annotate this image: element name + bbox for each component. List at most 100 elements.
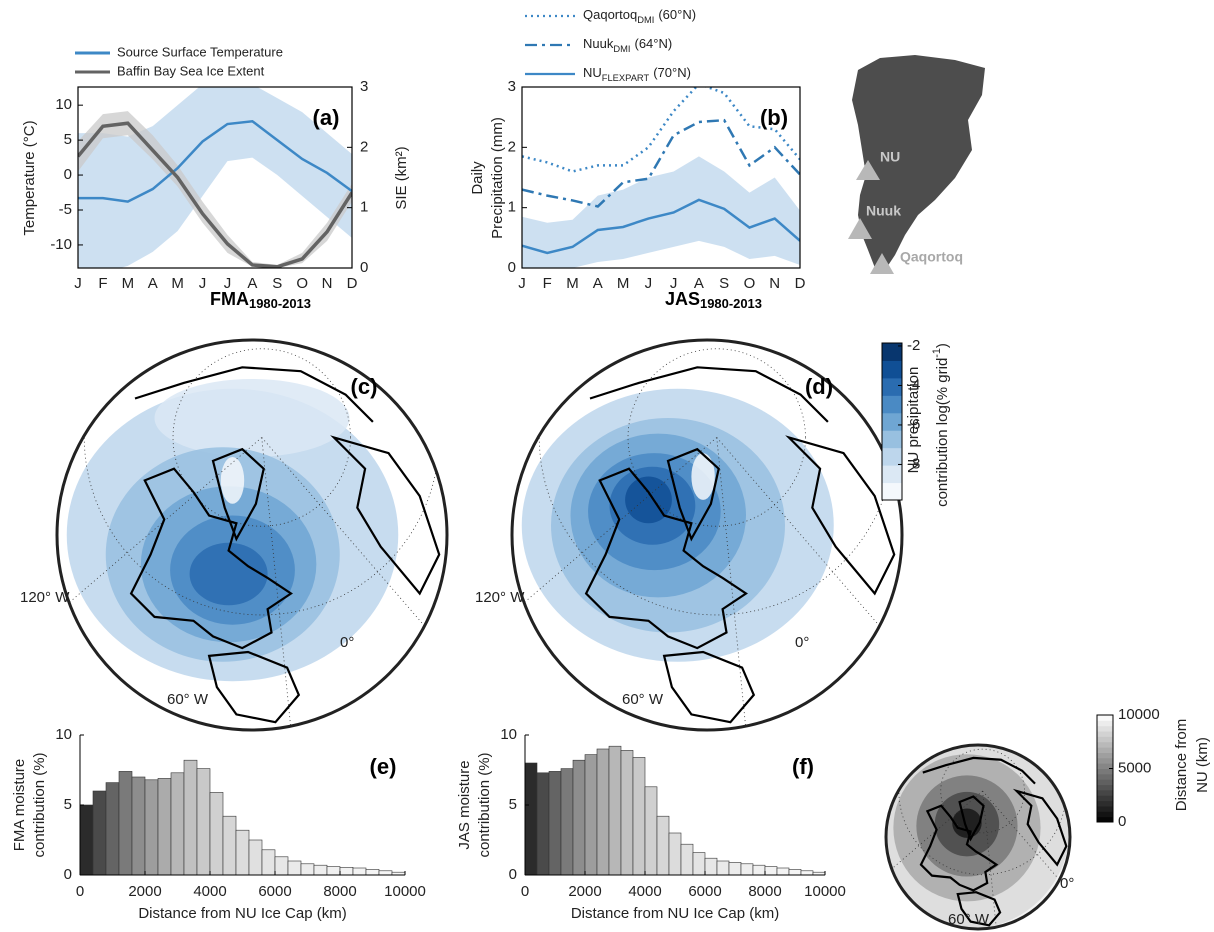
map-shading xyxy=(154,379,350,457)
histogram-bar xyxy=(560,768,574,876)
histogram-bar xyxy=(144,779,159,876)
site-label: Nuuk xyxy=(866,203,901,219)
histogram-bar xyxy=(656,815,670,876)
legend-label-part: (70°N) xyxy=(653,65,691,80)
y2-tick-label: 2 xyxy=(360,138,368,155)
x-tick-label: D xyxy=(795,275,806,292)
y-tick-label: 5 xyxy=(64,796,72,813)
x-tick-label: 2000 xyxy=(128,883,161,900)
x-axis-label: Distance from NU Ice Cap (km) xyxy=(571,905,779,922)
x-tick-label: A xyxy=(694,275,704,292)
x-tick-label: 4000 xyxy=(193,883,226,900)
y-axis-label: Precipitation (mm) xyxy=(489,117,506,239)
histogram-bar xyxy=(339,866,354,876)
lon-label: 60° W xyxy=(167,691,209,708)
colorbar-step xyxy=(882,395,902,414)
colorbar-tick-label: 0 xyxy=(1118,813,1126,830)
map-shading xyxy=(691,453,715,500)
uncertainty-band xyxy=(78,111,352,268)
histogram-bar xyxy=(788,869,802,876)
legend-label: NUFLEXPART (70°N) xyxy=(583,65,691,83)
coastline xyxy=(922,756,1036,785)
y2-tick-label: 0 xyxy=(360,259,368,276)
colorbar-tick-label: -6 xyxy=(907,416,920,433)
colorbar-label: Distance from xyxy=(1173,719,1190,812)
histogram-bar xyxy=(608,745,622,876)
histogram-bar xyxy=(326,866,341,876)
y-axis-label: Daily xyxy=(469,161,486,195)
histogram-bar xyxy=(752,864,766,876)
map-title-part: 1980-2013 xyxy=(700,296,762,311)
coastline xyxy=(919,804,999,892)
colorbar-step xyxy=(1097,773,1113,780)
histogram-bar xyxy=(680,843,694,876)
x-tick-label: 10000 xyxy=(384,883,426,900)
y-axis-label: JAS moisture xyxy=(456,760,473,849)
coastline xyxy=(666,447,720,542)
graticule xyxy=(172,348,351,527)
panel-label: (b) xyxy=(760,105,788,130)
x-tick-label: 8000 xyxy=(748,883,781,900)
histogram-bar xyxy=(313,864,328,876)
graticule xyxy=(57,437,263,614)
map-title: JAS1980-2013 xyxy=(665,289,762,312)
y-tick-label: 5 xyxy=(64,131,72,148)
x-axis-label: Distance from NU Ice Cap (km) xyxy=(138,905,346,922)
greenland-shape xyxy=(852,55,985,270)
x-tick-label: 10000 xyxy=(804,883,846,900)
x-tick-label: M xyxy=(617,275,630,292)
histogram-bar xyxy=(632,757,646,876)
legend-label-part: DMI xyxy=(613,44,630,54)
y-tick-label: 10 xyxy=(55,726,72,743)
y-axis-label: Temperature (°C) xyxy=(21,120,38,235)
histogram-bar xyxy=(692,852,706,876)
x-tick-label: O xyxy=(744,275,756,292)
x-tick-label: 0 xyxy=(521,883,529,900)
x-tick-label: 6000 xyxy=(688,883,721,900)
graticule xyxy=(627,348,806,527)
y-tick-label: 1 xyxy=(508,199,516,216)
legend-label: QaqortoqDMI (60°N) xyxy=(583,7,696,25)
histogram-bar xyxy=(118,771,133,876)
coastline xyxy=(134,366,374,423)
histogram-bar xyxy=(800,870,814,876)
colorbar-step xyxy=(1097,779,1113,786)
lon-label: 60° W xyxy=(948,911,990,928)
x-tick-label: N xyxy=(769,275,780,292)
map-title-part: FMA xyxy=(210,289,249,309)
map-border xyxy=(510,338,904,732)
x-tick-label: M xyxy=(566,275,579,292)
colorbar-step xyxy=(1097,736,1113,743)
map-border xyxy=(55,338,449,732)
x-tick-label: S xyxy=(719,275,729,292)
colorbar-step xyxy=(1097,741,1113,748)
coastline xyxy=(584,467,748,650)
y-tick-label: 0 xyxy=(509,866,517,883)
y-tick-label: 0 xyxy=(64,166,72,183)
x-tick-label: 2000 xyxy=(568,883,601,900)
y-tick-label: -5 xyxy=(59,201,72,218)
uncertainty-band xyxy=(522,156,800,268)
coastline xyxy=(211,447,265,542)
histogram-bar xyxy=(79,804,94,876)
panel-label: (a) xyxy=(313,105,340,130)
histogram-bar xyxy=(209,792,224,876)
colorbar-tick-label: -4 xyxy=(907,376,920,393)
graticule xyxy=(716,437,902,653)
x-tick-label: F xyxy=(543,275,552,292)
series-line xyxy=(78,119,352,203)
coastline xyxy=(958,795,985,842)
colorbar-step xyxy=(882,447,902,466)
coastline xyxy=(956,891,1002,927)
histogram-bar xyxy=(287,860,302,876)
map-shading xyxy=(189,542,268,606)
coastline xyxy=(662,650,756,724)
site-label: NU xyxy=(880,149,900,165)
legend-label: NuukDMI (64°N) xyxy=(583,36,672,54)
histogram-bar xyxy=(248,839,263,876)
x-tick-label: D xyxy=(347,275,358,292)
x-tick-label: A xyxy=(593,275,603,292)
histogram-bar xyxy=(572,759,586,876)
graticule xyxy=(716,437,747,730)
histogram-bar xyxy=(352,867,367,876)
